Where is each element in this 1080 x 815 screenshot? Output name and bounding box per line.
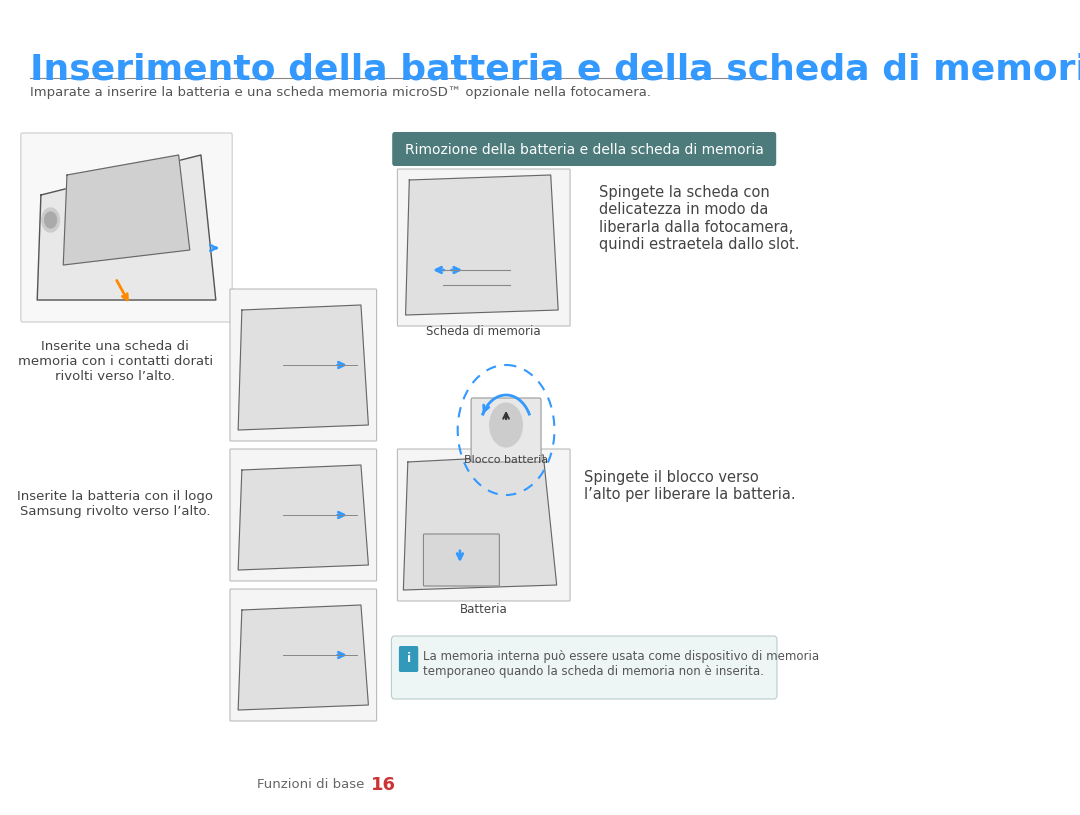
Text: i: i [406,653,410,666]
Polygon shape [239,305,368,430]
Circle shape [42,208,59,232]
Text: Rimozione della batteria e della scheda di memoria: Rimozione della batteria e della scheda … [405,143,764,157]
Circle shape [44,212,56,228]
FancyBboxPatch shape [471,398,541,462]
Text: Spingete la scheda con
delicatezza in modo da
liberarla dalla fotocamera,
quindi: Spingete la scheda con delicatezza in mo… [599,185,799,252]
FancyBboxPatch shape [392,132,777,166]
Text: Imparate a inserire la batteria e una scheda memoria microSD™ opzionale nella fo: Imparate a inserire la batteria e una sc… [30,86,651,99]
Text: Inserite la batteria con il logo
Samsung rivolto verso l’alto.: Inserite la batteria con il logo Samsung… [17,490,214,518]
FancyBboxPatch shape [230,589,377,721]
Text: La memoria interna può essere usata come dispositivo di memoria
temporaneo quand: La memoria interna può essere usata come… [422,650,819,678]
Polygon shape [239,465,368,570]
FancyBboxPatch shape [230,449,377,581]
Polygon shape [406,175,558,315]
FancyBboxPatch shape [397,169,570,326]
FancyBboxPatch shape [399,646,418,672]
Polygon shape [239,605,368,710]
Polygon shape [403,455,556,590]
Text: 16: 16 [370,776,395,794]
Text: Blocco batteria: Blocco batteria [464,455,549,465]
Polygon shape [64,155,190,265]
FancyBboxPatch shape [230,289,377,441]
FancyBboxPatch shape [21,133,232,322]
Text: Scheda di memoria: Scheda di memoria [427,325,541,338]
Text: Funzioni di base: Funzioni di base [257,778,365,791]
Polygon shape [37,155,216,300]
FancyBboxPatch shape [391,636,777,699]
Text: Spingete il blocco verso
l’alto per liberare la batteria.: Spingete il blocco verso l’alto per libe… [584,470,796,502]
FancyBboxPatch shape [423,534,499,586]
Text: Batteria: Batteria [460,603,508,616]
FancyBboxPatch shape [397,449,570,601]
Text: Inserite una scheda di
memoria con i contatti dorati
rivolti verso l’alto.: Inserite una scheda di memoria con i con… [17,340,213,383]
Text: Inserimento della batteria e della scheda di memoria: Inserimento della batteria e della sched… [30,52,1080,86]
Circle shape [489,403,523,447]
